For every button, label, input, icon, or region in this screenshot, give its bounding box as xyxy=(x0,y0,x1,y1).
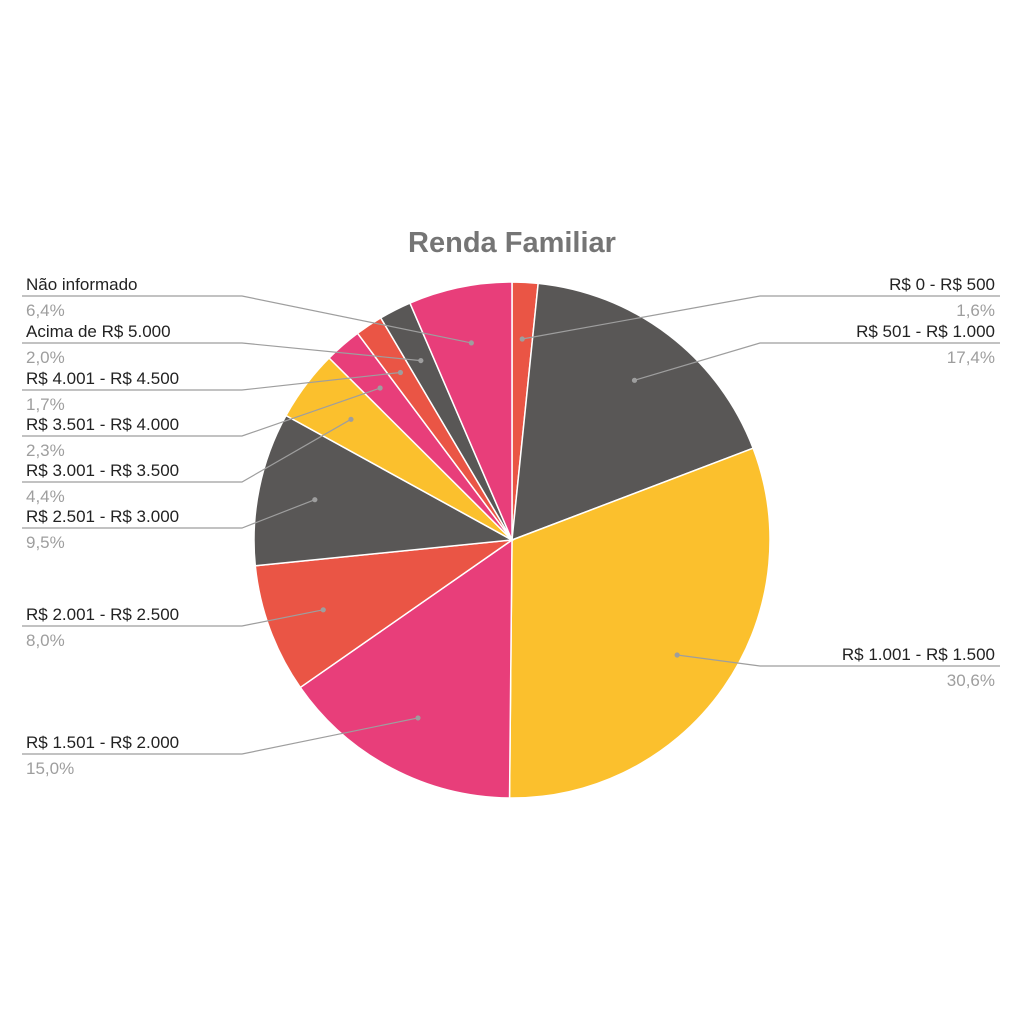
slice-label-r-3-501-r-4-000: R$ 3.501 - R$ 4.000 xyxy=(26,415,179,434)
leader-line-r-2-001-r-2-500 xyxy=(22,609,324,627)
slice-labels: R$ 0 - R$ 500 1,6% R$ 501 - R$ 1.000 17,4% R… xyxy=(26,275,995,778)
leader-line-r-3-001-r-3-500 xyxy=(22,418,352,483)
leader-dot-r-1-501-r-2-000 xyxy=(415,715,421,721)
slice-label-r-3-001-r-3-500: R$ 3.001 - R$ 3.500 xyxy=(26,461,179,480)
pie-slice-r-2-501-r-3-000 xyxy=(253,414,515,567)
slice-percent-r-1-001-r-1-500: 30,6% xyxy=(947,671,995,690)
leader-dot-r-501-r-1-000 xyxy=(631,377,638,383)
pie-slice-r-1-001-r-1-500 xyxy=(508,447,771,799)
leader-line-r-1-001-r-1-500 xyxy=(677,654,1000,667)
slice-percent-r-501-r-1-000: 17,4% xyxy=(947,348,995,367)
pie-slice-r-1-501-r-2-000 xyxy=(299,538,513,799)
leader-line-r-1-501-r-2-000 xyxy=(22,717,419,755)
leader-lines xyxy=(22,295,1000,755)
slice-label-r-4-001-r-4-500: R$ 4.001 - R$ 4.500 xyxy=(26,369,179,388)
slice-label-acima-de-r-5-000: Acima de R$ 5.000 xyxy=(26,322,171,341)
slice-percent-r-3-501-r-4-000: 2,3% xyxy=(26,441,65,460)
pie-slice-r-2-001-r-2-500 xyxy=(254,538,515,689)
leader-line-r-4-001-r-4-500 xyxy=(22,371,401,391)
slice-percent-acima-de-r-5-000: 2,0% xyxy=(26,348,65,367)
slice-percent-r-1-501-r-2-000: 15,0% xyxy=(26,759,74,778)
slice-label-r-0-r-500: R$ 0 - R$ 500 xyxy=(889,275,995,294)
leader-dot-r-2-001-r-2-500 xyxy=(320,607,326,613)
slice-percent-r-0-r-500: 1,6% xyxy=(956,301,995,320)
leader-line-nao-informado xyxy=(22,295,472,344)
slice-percent-nao-informado: 6,4% xyxy=(26,301,65,320)
pie-slice-r-501-r-1-000 xyxy=(511,282,755,542)
leader-line-r-0-r-500 xyxy=(522,295,1000,340)
slice-label-r-501-r-1-000: R$ 501 - R$ 1.000 xyxy=(856,322,995,341)
slice-label-r-2-001-r-2-500: R$ 2.001 - R$ 2.500 xyxy=(26,605,179,624)
slice-percent-r-3-001-r-3-500: 4,4% xyxy=(26,487,65,506)
slice-label-nao-informado: Não informado xyxy=(26,275,138,294)
leader-dot-r-1-001-r-1-500 xyxy=(674,652,680,658)
leader-line-acima-de-r-5-000 xyxy=(22,342,421,362)
slice-label-r-2-501-r-3-000: R$ 2.501 - R$ 3.000 xyxy=(26,507,179,526)
leader-dot-acima-de-r-5-000 xyxy=(418,357,424,364)
pie-slices xyxy=(253,281,771,799)
leader-dot-r-0-r-500 xyxy=(519,336,525,342)
leader-line-r-501-r-1-000 xyxy=(634,342,1000,381)
slice-percent-r-2-501-r-3-000: 9,5% xyxy=(26,533,65,552)
pie-slice-nao-informado xyxy=(408,281,513,541)
leader-dot-r-3-001-r-3-500 xyxy=(348,416,354,422)
slice-label-r-1-001-r-1-500: R$ 1.001 - R$ 1.500 xyxy=(842,645,995,664)
chart-title: Renda Familiar xyxy=(408,227,616,259)
leader-line-r-3-501-r-4-000 xyxy=(22,387,381,437)
slice-label-r-1-501-r-2-000: R$ 1.501 - R$ 2.000 xyxy=(26,733,179,752)
leader-line-r-2-501-r-3-000 xyxy=(22,499,316,529)
slice-percent-r-2-001-r-2-500: 8,0% xyxy=(26,631,65,650)
leader-dot-nao-informado xyxy=(468,340,474,346)
leader-dot-r-3-501-r-4-000 xyxy=(377,385,383,391)
leader-dot-r-2-501-r-3-000 xyxy=(312,497,318,503)
slice-percent-r-4-001-r-4-500: 1,7% xyxy=(26,395,65,414)
leader-dot-r-4-001-r-4-500 xyxy=(397,369,404,376)
